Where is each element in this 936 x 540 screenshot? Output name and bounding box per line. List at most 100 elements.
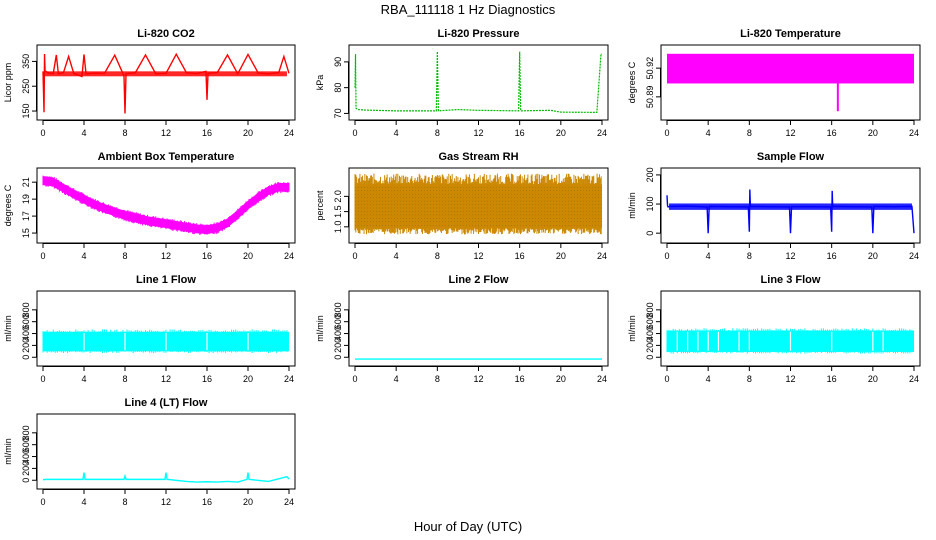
panel-pressure: Li-820 Pressure 0 4 8 12 16 20 24 70 80 90 kPa xyxy=(315,28,609,138)
plot-frame-line2 xyxy=(348,290,609,367)
x-tick-label: 12 xyxy=(473,251,483,261)
x-axis-temperature: 0 4 8 12 16 20 24 xyxy=(664,120,919,138)
y-tick-label: 400 xyxy=(21,449,31,464)
x-tick-label: 4 xyxy=(706,374,711,384)
y-axis-pressure: 70 80 90 kPa xyxy=(315,57,349,118)
x-axis-ambient: 0 4 8 12 16 20 24 xyxy=(40,243,294,261)
panel-line4: Line 4 (LT) Flow 0 4 8 12 16 20 24 0 200400600800… xyxy=(3,397,296,507)
y-tick-label: 800 xyxy=(21,425,31,440)
y-axis-rh: 1.0 1.5 2.0 percent xyxy=(315,190,349,233)
x-axis-pressure: 0 4 8 12 16 20 24 xyxy=(352,120,607,138)
y-axis-label-co2: Licor ppm xyxy=(3,63,13,103)
y-tick-label: 250 xyxy=(21,79,31,94)
x-tick-label: 0 xyxy=(664,374,669,384)
x-tick-label: 0 xyxy=(40,251,45,261)
panel-title-sample: Sample Flow xyxy=(757,151,825,163)
x-tick-label: 12 xyxy=(161,128,171,138)
panel-title-line3: Line 3 Flow xyxy=(761,274,821,286)
panel-rh: Gas Stream RH 0 4 8 12 16 20 24 1.0 1.5 2.0 percent xyxy=(315,151,609,261)
panel-temperature: Li-820 Temperature 0 4 8 12 16 20 24 50.89 50.92 d… xyxy=(627,28,921,138)
x-tick-label: 8 xyxy=(747,374,752,384)
y-tick-label: 50.92 xyxy=(645,57,655,80)
y-tick-label: 800 xyxy=(333,302,343,317)
x-tick-label: 24 xyxy=(284,128,294,138)
x-tick-label: 20 xyxy=(556,128,566,138)
x-tick-label: 24 xyxy=(597,374,607,384)
plot-frame-line4 xyxy=(36,413,296,490)
x-tick-label: 16 xyxy=(202,251,212,261)
plot-area-line4 xyxy=(42,472,290,483)
x-tick-label: 16 xyxy=(827,374,837,384)
y-tick-label: 90 xyxy=(333,57,343,67)
panel-sample: Sample Flow 0 4 8 12 16 20 24 0 100 200 ml/min xyxy=(627,151,921,261)
x-tick-label: 8 xyxy=(435,251,440,261)
x-tick-label: 12 xyxy=(473,128,483,138)
y-tick-label: 70 xyxy=(333,108,343,118)
plot-area-line3 xyxy=(666,328,914,354)
x-tick-label: 16 xyxy=(202,374,212,384)
sample-series xyxy=(666,189,915,234)
x-axis-sample: 0 4 8 12 16 20 24 xyxy=(664,243,919,261)
y-tick-label: 400 xyxy=(21,326,31,341)
x-axis-line2: 0 4 8 12 16 20 24 xyxy=(352,366,607,384)
x-axis-line4: 0 4 8 12 16 20 24 xyxy=(40,489,294,507)
x-tick-label: 0 xyxy=(352,128,357,138)
x-axis-line3: 0 4 8 12 16 20 24 xyxy=(664,366,919,384)
plot-frame-line1 xyxy=(36,290,296,367)
x-tick-label: 12 xyxy=(785,374,795,384)
y-axis-label-sample: ml/min xyxy=(627,192,637,219)
y-axis-temperature: 50.89 50.92 degrees C xyxy=(627,57,661,108)
y-tick-label: 50.89 xyxy=(645,86,655,109)
x-tick-label: 20 xyxy=(243,251,253,261)
x-tick-label: 16 xyxy=(827,251,837,261)
x-tick-label: 8 xyxy=(747,251,752,261)
x-axis-line1: 0 4 8 12 16 20 24 xyxy=(40,366,294,384)
x-tick-label: 12 xyxy=(161,374,171,384)
x-tick-label: 0 xyxy=(40,128,45,138)
x-tick-label: 8 xyxy=(122,251,127,261)
x-tick-label: 0 xyxy=(40,374,45,384)
panel-co2: Li-820 CO2 0 4 8 12 16 20 24 150 250 350 Licor ppm xyxy=(3,28,296,138)
plot-frame-line3 xyxy=(660,290,921,367)
plot-frame-pressure xyxy=(348,44,609,121)
y-axis-label-line4: ml/min xyxy=(3,438,13,465)
y-tick-label: 1.0 xyxy=(333,221,343,234)
panel-title-line4: Line 4 (LT) Flow xyxy=(125,397,208,409)
y-tick-label: 21 xyxy=(21,177,31,187)
x-tick-label: 8 xyxy=(435,374,440,384)
x-tick-label: 4 xyxy=(81,128,86,138)
x-tick-label: 24 xyxy=(597,128,607,138)
y-tick-label: 400 xyxy=(333,326,343,341)
y-axis-label-pressure: kPa xyxy=(315,75,325,91)
x-tick-label: 20 xyxy=(243,497,253,507)
y-axis-label-temperature: degrees C xyxy=(627,61,637,103)
x-tick-label: 4 xyxy=(81,374,86,384)
y-tick-label: 17 xyxy=(21,211,31,221)
y-axis-label-line2: ml/min xyxy=(315,315,325,342)
panel-title-temperature: Li-820 Temperature xyxy=(740,28,841,40)
x-tick-label: 20 xyxy=(868,374,878,384)
x-tick-label: 4 xyxy=(81,497,86,507)
y-axis-co2: 150 250 350 Licor ppm xyxy=(3,54,37,119)
x-tick-label: 8 xyxy=(122,128,127,138)
panel-title-co2: Li-820 CO2 xyxy=(137,28,194,40)
x-tick-label: 0 xyxy=(664,251,669,261)
y-tick-label: 0 xyxy=(645,355,655,360)
y-axis-label-line1: ml/min xyxy=(3,315,13,342)
y-tick-label: 200 xyxy=(21,461,31,476)
x-tick-label: 24 xyxy=(284,251,294,261)
x-tick-label: 12 xyxy=(785,251,795,261)
y-tick-label: 0 xyxy=(333,355,343,360)
y-axis-ambient: 15 17 19 21 degrees C xyxy=(3,177,37,238)
x-tick-label: 16 xyxy=(827,128,837,138)
x-tick-label: 0 xyxy=(352,251,357,261)
y-axis-label-line3: ml/min xyxy=(627,315,637,342)
y-tick-label: 350 xyxy=(21,54,31,69)
y-tick-label: 150 xyxy=(21,104,31,119)
y-tick-label: 0 xyxy=(21,355,31,360)
y-tick-label: 600 xyxy=(21,314,31,329)
